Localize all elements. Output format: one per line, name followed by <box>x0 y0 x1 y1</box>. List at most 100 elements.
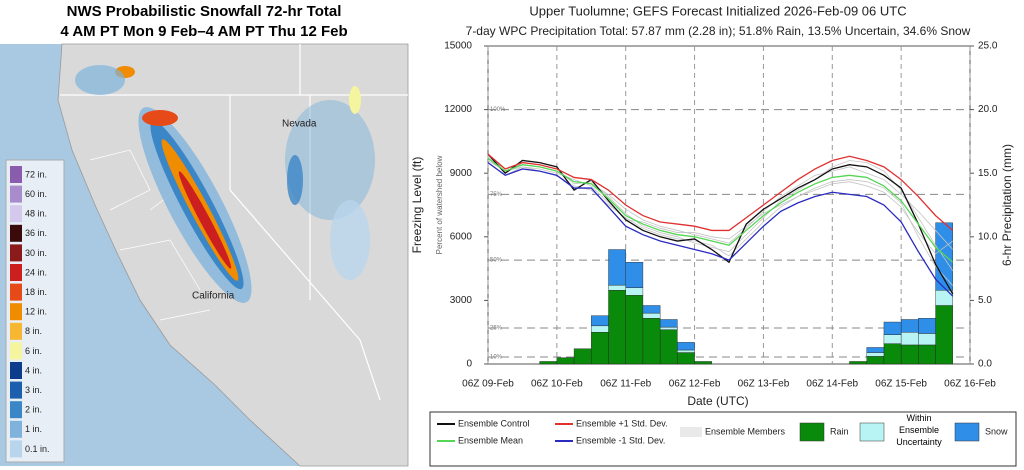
state-borders <box>60 44 408 401</box>
y-tick-label: 3000 <box>450 295 473 306</box>
bar <box>694 361 712 365</box>
bar <box>591 325 609 333</box>
bar <box>935 305 953 365</box>
watershed-tick-label: 10% <box>490 355 503 361</box>
y-tick-label: 12000 <box>444 104 472 115</box>
y-tick-label: 9000 <box>450 168 473 179</box>
y-tick-label: 15000 <box>444 41 472 52</box>
bar <box>918 318 936 334</box>
plot-area <box>487 45 971 365</box>
bar <box>642 312 661 319</box>
bar <box>935 290 953 306</box>
snowfall <box>75 65 375 303</box>
bar <box>642 305 661 314</box>
legend-label: 12 in. <box>25 307 47 317</box>
bar <box>608 290 626 365</box>
bar <box>900 319 919 333</box>
legend-label: Rain <box>830 426 849 436</box>
legend-swatch <box>10 440 22 458</box>
bar <box>918 344 936 365</box>
bar <box>659 329 678 365</box>
chart-panel: Upper Tuolumne; GEFS Forecast Initialize… <box>410 3 1017 467</box>
legend-label: 18 in. <box>25 287 47 297</box>
legend-swatch <box>10 420 22 438</box>
bar <box>591 332 609 365</box>
legend-label: Within Ensemble Uncertainty <box>896 413 942 447</box>
legend-swatch <box>799 422 825 442</box>
bar <box>659 326 678 330</box>
y2-axis-label: 6-hr Precipitation (mm) <box>1000 144 1014 266</box>
map-label: Nevada <box>282 119 317 130</box>
bar <box>608 249 626 286</box>
legend-swatch <box>10 303 22 321</box>
legend-swatch <box>859 422 885 442</box>
legend-label: Ensemble Mean <box>458 435 523 445</box>
watershed-tick-label: 25% <box>490 326 503 332</box>
map-panel: Nevada California NWS Probabilistic Snow… <box>0 3 409 467</box>
bar <box>900 332 919 346</box>
legend-swatch <box>10 322 22 340</box>
y2-tick-label: 10.0 <box>978 231 998 242</box>
legend-swatch <box>10 205 22 223</box>
watershed-label: Percent of watershed below <box>435 155 444 254</box>
x-tick-label: 06Z 16-Feb <box>944 379 996 390</box>
bar <box>849 361 867 365</box>
legend-swatch <box>10 224 22 242</box>
y-axis-label: Freezing Level (ft) <box>410 157 424 254</box>
legend-swatch <box>10 264 22 281</box>
legend-label: 3 in. <box>25 385 42 395</box>
legend-swatch <box>10 166 22 183</box>
y2-tick-label: 0.0 <box>978 359 992 370</box>
y2-tick-label: 25.0 <box>978 41 998 52</box>
y2-tick-label: 5.0 <box>978 295 992 306</box>
legend-label: 8 in. <box>25 326 42 336</box>
x-tick-label: 06Z 10-Feb <box>531 379 583 390</box>
bar <box>677 349 695 353</box>
legend-swatch <box>10 244 22 262</box>
bar <box>883 334 902 344</box>
legend-box <box>429 411 1017 467</box>
chart-subtitle: 7-day WPC Precipitation Total: 57.87 mm … <box>466 24 971 38</box>
series-line <box>487 157 954 263</box>
legend-swatch <box>10 185 22 203</box>
legend-label: 24 in. <box>25 267 47 277</box>
bar <box>677 342 695 351</box>
bar <box>642 318 661 365</box>
bar <box>866 352 885 357</box>
legend-label: 60 in. <box>25 189 47 199</box>
bar <box>677 352 695 365</box>
legend-label: 30 in. <box>25 248 47 258</box>
legend-label: 2 in. <box>25 405 42 415</box>
legend-swatch <box>10 342 22 360</box>
bar <box>866 347 885 353</box>
series-line <box>487 153 954 295</box>
legend-label: 36 in. <box>25 228 47 238</box>
legend-swatch <box>954 422 980 442</box>
bar <box>608 284 626 291</box>
bar <box>883 343 902 365</box>
watershed-tick-label: 50% <box>490 258 503 264</box>
bar <box>591 315 609 327</box>
legend-label: Snow <box>985 426 1008 436</box>
legend-label: Ensemble +1 Std. Dev. <box>576 418 668 428</box>
legend-swatch <box>10 283 22 301</box>
legend-label: Ensemble Control <box>458 418 530 428</box>
y-tick-label: 6000 <box>450 231 473 242</box>
x-tick-label: 06Z 14-Feb <box>806 379 858 390</box>
series-line <box>487 162 954 297</box>
x-tick-label: 06Z 12-Feb <box>669 379 721 390</box>
legend-label: Ensemble Members <box>705 426 786 436</box>
bar <box>625 262 644 288</box>
legend-swatch <box>10 362 22 379</box>
map-legend: 72 in. 60 in. 48 in. 36 in. 30 in. 24 in. 18 i… <box>10 166 50 458</box>
legend-label: 1 in. <box>25 424 42 434</box>
bar <box>659 319 678 328</box>
y-tick-label: 0 <box>466 359 472 370</box>
map-label: California <box>192 291 235 302</box>
legend-label: 48 in. <box>25 209 47 219</box>
bar <box>573 348 592 365</box>
x-tick-label: 06Z 15-Feb <box>875 379 927 390</box>
bar <box>866 356 885 365</box>
series-line <box>487 153 954 232</box>
